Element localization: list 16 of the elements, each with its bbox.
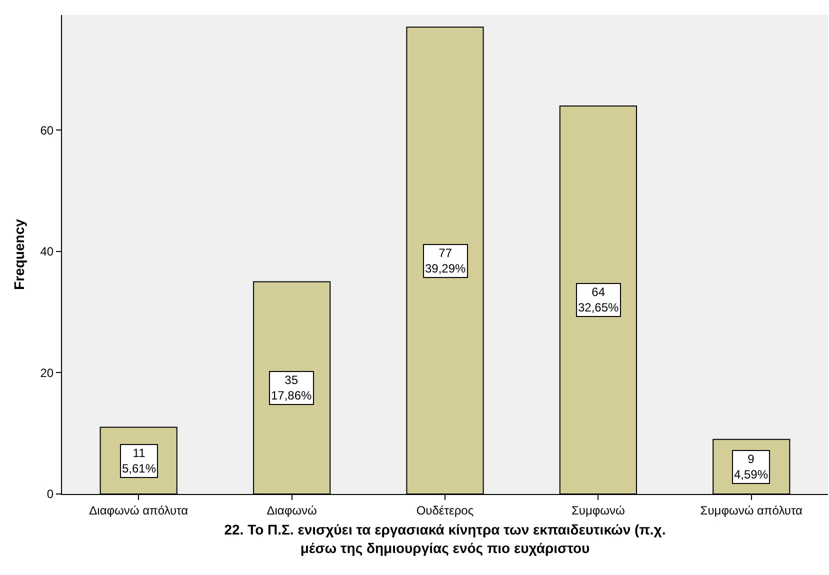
data-label: 64 32,65% — [578, 285, 620, 315]
y-tick-label: 0 — [46, 487, 54, 502]
y-tick-label: 60 — [40, 123, 54, 138]
y-tick-label: 40 — [40, 244, 54, 259]
x-tick-label: Διαφωνώ — [266, 503, 317, 518]
x-tick-label: Συμφωνώ απόλυτα — [700, 503, 803, 518]
x-axis-title: 22. Το Π.Σ. ενισχύει τα εργασιακά κίνητρα των εκπαιδευτικών (π.χ. μέσω της δημιουργίας ενός πιο ευχάριστου — [224, 522, 666, 556]
data-label: 35 17,86% — [271, 373, 312, 403]
data-label: 9 4,59% — [734, 452, 768, 482]
y-tick-label: 20 — [40, 366, 54, 380]
x-tick-label: Ουδέτερος — [416, 503, 474, 518]
data-label: 11 5,61% — [122, 446, 156, 476]
data-label: 77 39,29% — [425, 246, 466, 276]
x-tick-label: Συμφωνώ — [571, 503, 625, 518]
y-axis-title: Frequency — [11, 218, 27, 290]
x-tick-label: Διαφωνώ απόλυτα — [89, 503, 188, 518]
